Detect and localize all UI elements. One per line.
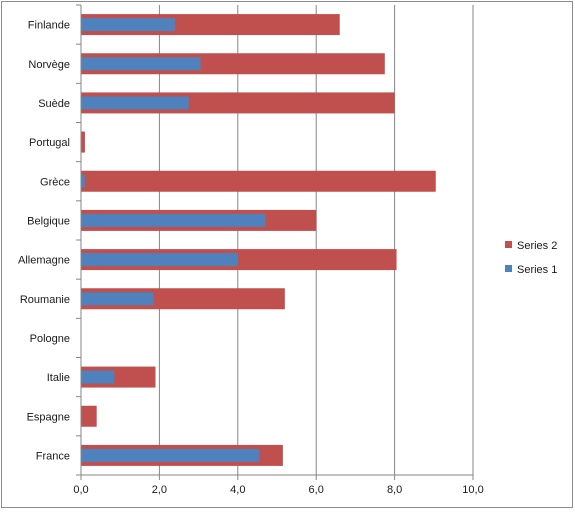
bar-chart: Finlande Norvège Suède Portugal Grèce Belgiqu…	[18, 4, 557, 496]
category-label-5: Grèce	[40, 176, 70, 188]
category-label-12: France	[36, 450, 70, 462]
category-label-10: Italie	[47, 372, 70, 384]
bar-series1-2	[81, 57, 201, 71]
x-tick-label-1: 2,0	[152, 484, 167, 496]
gridlines	[158, 5, 474, 475]
x-tick-label-3: 6,0	[309, 484, 324, 496]
bars	[81, 14, 436, 466]
category-label-4: Portugal	[29, 137, 70, 149]
category-label-8: Roumanie	[20, 294, 70, 306]
category-label-7: Allemagne	[18, 255, 70, 267]
category-label-11: Espagne	[27, 411, 70, 423]
legend-swatch-1	[505, 241, 512, 248]
bar-series1-3	[81, 96, 189, 110]
category-label-6: Belgique	[27, 215, 70, 227]
axes: Finlande Norvège Suède Portugal Grèce Belgiqu…	[18, 4, 484, 496]
bar-series1-7	[81, 253, 238, 267]
x-tick-label-2: 4,0	[230, 484, 245, 496]
bar-series2-11	[81, 405, 97, 427]
x-tick-label-0: 0,0	[73, 484, 88, 496]
bar-series1-5	[81, 174, 85, 188]
bar-series1-10	[81, 370, 115, 384]
legend-label-2: Series 1	[517, 264, 557, 276]
category-label-1: Finlande	[28, 20, 70, 32]
bar-series2-4	[81, 131, 85, 153]
legend-label-1: Series 2	[517, 240, 557, 252]
bar-series1-6	[81, 213, 266, 227]
x-tick-label-4: 8,0	[387, 484, 402, 496]
legend-swatch-2	[505, 265, 512, 272]
bar-series1-12	[81, 448, 260, 462]
category-label-9: Pologne	[30, 333, 70, 345]
bar-series2-5	[81, 170, 436, 192]
category-label-3: Suède	[38, 98, 70, 110]
bar-series1-8	[81, 292, 154, 306]
category-label-2: Norvège	[28, 59, 70, 71]
bar-series1-1	[81, 18, 176, 32]
legend: Series 2 Series 1	[505, 240, 557, 276]
x-tick-label-5: 10,0	[462, 484, 483, 496]
